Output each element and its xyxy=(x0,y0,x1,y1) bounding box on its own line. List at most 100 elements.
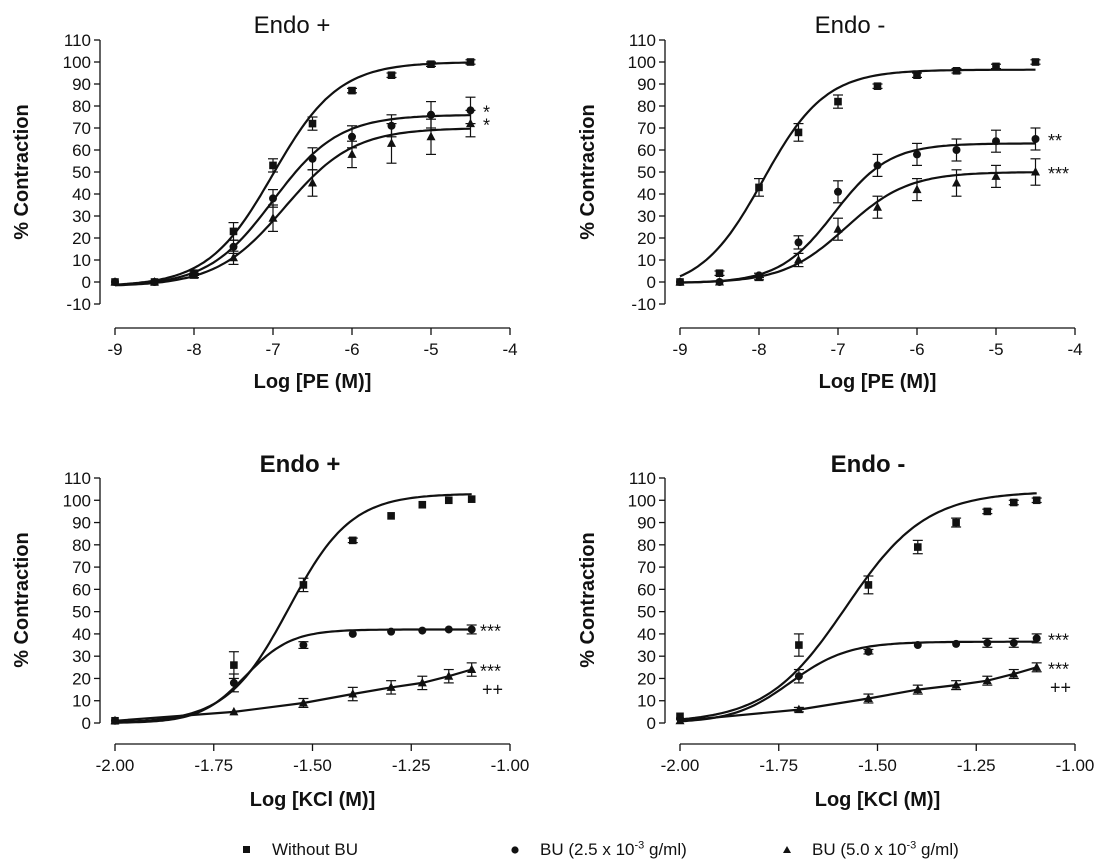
x-tick-label: -4 xyxy=(502,340,517,359)
x-tick-label: -1.00 xyxy=(1056,756,1095,775)
y-tick-label: -10 xyxy=(66,295,91,314)
circle-marker-icon xyxy=(511,846,519,854)
data-point-triangle xyxy=(991,171,1001,180)
y-tick-label: 30 xyxy=(72,647,91,666)
significance-annotation-2-bu-5-0: ++ xyxy=(482,680,503,700)
y-tick-label: 50 xyxy=(72,163,91,182)
data-point-circle xyxy=(1032,634,1041,643)
x-tick-label: -8 xyxy=(751,340,766,359)
y-tick-label: 0 xyxy=(647,714,656,733)
x-axis-label: Log [KCl (M)] xyxy=(250,789,376,811)
x-axis-label: Log [PE (M)] xyxy=(254,371,372,393)
y-tick-label: 110 xyxy=(64,469,91,488)
y-tick-label: 50 xyxy=(637,603,656,622)
data-point-triangle xyxy=(298,697,308,707)
data-point-circle xyxy=(308,154,317,163)
series-bu-2-5 xyxy=(111,624,477,725)
fit-curve-bu-2-5 xyxy=(114,628,472,724)
data-point-triangle xyxy=(715,277,724,286)
data-point-square xyxy=(1032,496,1041,505)
data-point-square xyxy=(834,97,842,106)
y-tick-label: -10 xyxy=(631,295,656,314)
x-tick-label: -1.50 xyxy=(293,756,332,775)
y-tick-label: 70 xyxy=(637,119,656,138)
y-axis-label: % Contraction xyxy=(577,104,599,240)
chart-title: Endo + xyxy=(254,12,331,39)
data-point-square xyxy=(229,227,238,236)
y-tick-label: 110 xyxy=(629,31,656,50)
data-point-circle xyxy=(1009,638,1018,647)
y-tick-label: 0 xyxy=(82,714,91,733)
y-tick-label: 60 xyxy=(637,580,656,599)
data-point-circle xyxy=(444,625,453,634)
fit-curve-bu-2-5 xyxy=(679,640,1037,723)
x-axis-label: Log [KCl (M)] xyxy=(815,789,941,811)
data-point-circle xyxy=(299,641,308,650)
data-point-square xyxy=(952,67,961,75)
data-point-circle xyxy=(1031,135,1040,143)
significance-annotation-bu-5-0: * xyxy=(483,116,490,136)
series-without-bu xyxy=(676,58,1041,286)
y-axis-label: % Contraction xyxy=(11,104,33,240)
data-point-circle xyxy=(983,638,992,647)
data-point-triangle xyxy=(675,277,685,286)
data-point-triangle xyxy=(1031,167,1040,176)
data-point-circle xyxy=(229,678,238,687)
data-point-triangle xyxy=(347,149,357,158)
fit-curve-without-bu xyxy=(679,68,1036,278)
x-axis-label: Log [PE (M)] xyxy=(819,371,937,393)
y-tick-label: 70 xyxy=(72,119,91,138)
data-point-triangle xyxy=(863,693,873,702)
y-tick-label: 50 xyxy=(72,603,91,622)
data-point-square xyxy=(387,71,396,79)
x-tick-label: -9 xyxy=(107,340,122,359)
data-point-square xyxy=(795,641,803,649)
y-tick-label: 10 xyxy=(637,692,656,711)
x-tick-label: -1.00 xyxy=(491,756,530,775)
data-point-triangle xyxy=(873,202,882,211)
fit-curve-bu-2-5 xyxy=(679,142,1036,284)
y-tick-label: 60 xyxy=(637,141,656,160)
y-tick-label: 70 xyxy=(637,558,656,577)
x-tick-label: -6 xyxy=(344,340,359,359)
x-tick-label: -8 xyxy=(186,340,201,359)
y-tick-label: 40 xyxy=(72,185,91,204)
y-tick-label: 70 xyxy=(72,558,91,577)
chart-title: Endo - xyxy=(815,12,886,39)
data-point-circle xyxy=(427,110,435,119)
data-point-circle xyxy=(864,647,873,656)
data-point-circle xyxy=(952,639,961,648)
y-tick-label: 0 xyxy=(647,273,656,292)
legend-item-bu-2-5: BU (2.5 x 10-3 g/ml) xyxy=(508,840,687,860)
fit-curve-without-bu xyxy=(679,492,1037,721)
y-tick-label: 110 xyxy=(629,469,656,488)
data-point-triangle xyxy=(417,677,427,687)
y-tick-label: 90 xyxy=(637,514,656,533)
data-point-square xyxy=(418,500,427,509)
data-point-circle xyxy=(794,672,803,681)
data-point-triangle xyxy=(913,684,923,694)
data-point-triangle xyxy=(348,689,358,698)
y-tick-label: 90 xyxy=(637,75,656,94)
data-point-triangle xyxy=(1032,662,1042,671)
data-point-square xyxy=(269,161,277,170)
y-tick-label: 10 xyxy=(72,251,91,270)
data-point-circle xyxy=(834,187,842,196)
y-tick-label: 40 xyxy=(637,625,656,644)
chart-panel-4: Endo - 0 10 20 30 40 50 60 70 80 90 100 110 -2.00 -1.7… xyxy=(577,451,1094,811)
chart-title: Endo + xyxy=(260,451,341,478)
significance-annotation-bu-2-5: *** xyxy=(480,621,501,641)
data-point-circle xyxy=(269,194,277,203)
significance-annotation-bu-5-0: *** xyxy=(1048,164,1069,184)
data-point-square xyxy=(444,496,453,505)
data-point-circle xyxy=(229,242,238,251)
data-point-triangle xyxy=(754,272,764,282)
data-point-square xyxy=(427,60,435,68)
data-point-triangle xyxy=(110,277,120,286)
series-without-bu xyxy=(676,492,1042,721)
data-point-triangle xyxy=(308,178,317,187)
data-point-circle xyxy=(873,161,882,170)
y-tick-label: 20 xyxy=(637,229,656,248)
x-tick-label: -1.50 xyxy=(858,756,897,775)
significance-annotation-bu-5-0: *** xyxy=(480,662,501,682)
